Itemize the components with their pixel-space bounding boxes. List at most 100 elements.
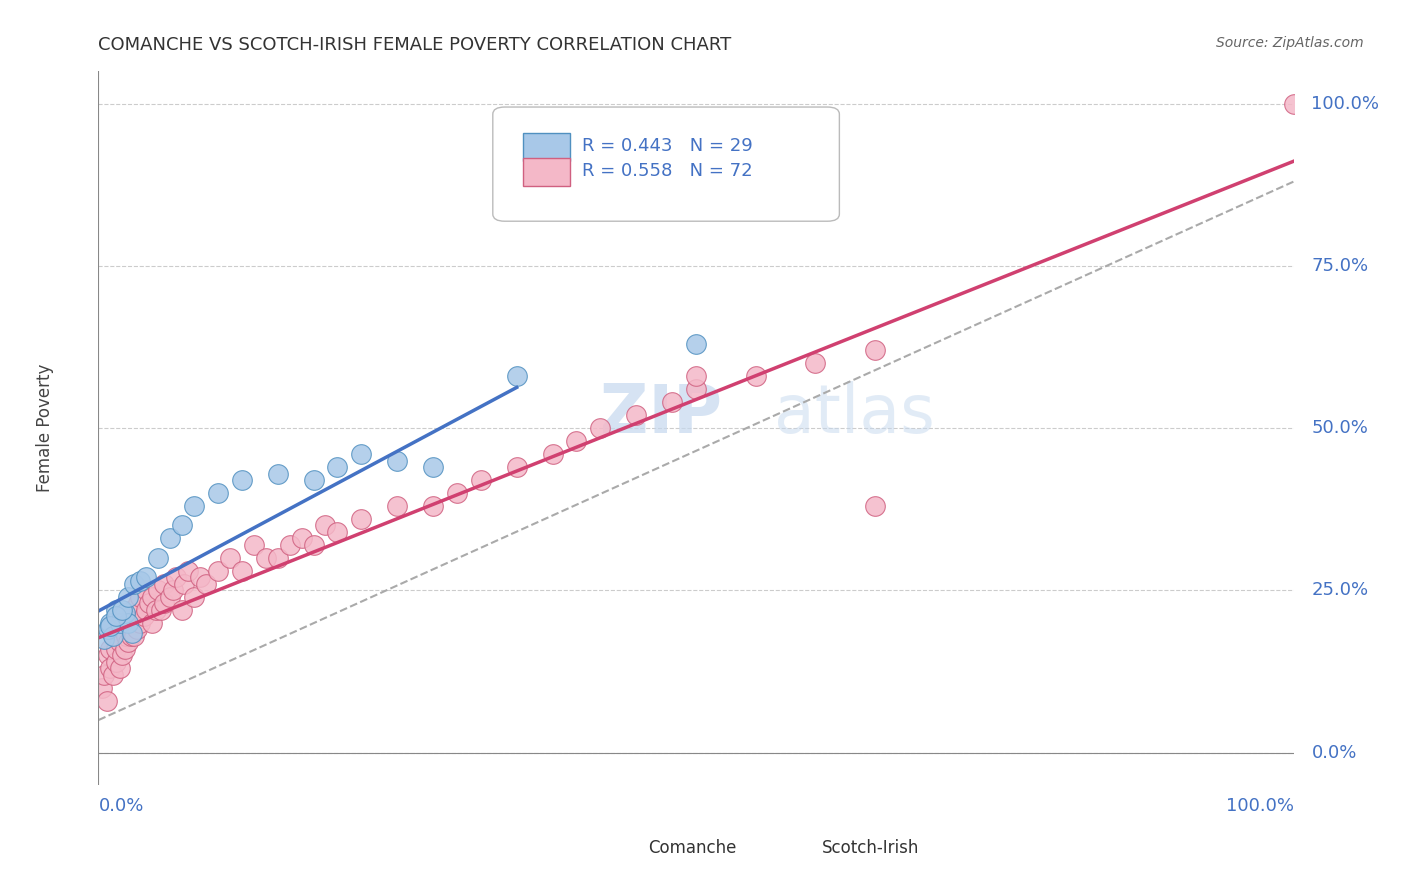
Point	[267, 550, 290, 565]
Point	[278, 538, 301, 552]
Point	[188, 570, 211, 584]
Point	[91, 681, 114, 695]
FancyBboxPatch shape	[523, 134, 571, 161]
Point	[231, 564, 253, 578]
Text: 0.0%: 0.0%	[1312, 744, 1357, 762]
Point	[132, 609, 155, 624]
Point	[254, 550, 277, 565]
Point	[138, 596, 160, 610]
Point	[141, 615, 163, 630]
Text: 100.0%: 100.0%	[1312, 95, 1379, 112]
Text: R = 0.443   N = 29: R = 0.443 N = 29	[582, 137, 754, 155]
Point	[195, 577, 218, 591]
Point	[162, 583, 184, 598]
Point	[115, 629, 138, 643]
Point	[159, 590, 181, 604]
Point	[207, 486, 229, 500]
Point	[121, 603, 143, 617]
Point	[111, 648, 134, 663]
Point	[135, 603, 157, 617]
Text: 25.0%: 25.0%	[1312, 582, 1368, 599]
Point	[183, 590, 205, 604]
Point	[101, 667, 124, 681]
Point	[121, 625, 143, 640]
Point	[385, 499, 409, 513]
Point	[117, 615, 139, 630]
Point	[105, 641, 128, 656]
Point	[111, 603, 134, 617]
Point	[114, 641, 136, 656]
Point	[267, 467, 290, 481]
Point	[685, 369, 707, 384]
Point	[745, 369, 768, 384]
Point	[124, 629, 146, 643]
Point	[231, 473, 253, 487]
Point	[148, 550, 170, 565]
Point	[291, 532, 314, 546]
Point	[661, 395, 683, 409]
Point	[98, 641, 122, 656]
Point	[626, 408, 648, 422]
Point	[506, 460, 529, 475]
Point	[97, 648, 120, 663]
Point	[315, 518, 337, 533]
Text: Female Poverty: Female Poverty	[35, 364, 53, 492]
Point	[1282, 96, 1305, 111]
Point	[172, 518, 194, 533]
FancyBboxPatch shape	[773, 838, 813, 858]
Text: 0.0%: 0.0%	[98, 797, 143, 814]
Point	[141, 590, 163, 604]
Point	[127, 596, 149, 610]
Point	[105, 655, 128, 669]
Point	[326, 524, 349, 539]
Point	[422, 460, 444, 475]
Point	[129, 574, 152, 588]
Text: ZIP: ZIP	[600, 381, 723, 447]
Point	[589, 421, 612, 435]
Point	[105, 609, 128, 624]
Point	[135, 583, 157, 598]
Point	[422, 499, 444, 513]
Point	[96, 693, 118, 707]
Point	[117, 615, 139, 630]
Point	[685, 336, 707, 351]
Point	[165, 570, 187, 584]
FancyBboxPatch shape	[600, 838, 640, 858]
Text: 100.0%: 100.0%	[1226, 797, 1294, 814]
Point	[865, 499, 887, 513]
Point	[470, 473, 492, 487]
Point	[446, 486, 468, 500]
FancyBboxPatch shape	[494, 107, 839, 221]
Point	[153, 577, 176, 591]
FancyBboxPatch shape	[523, 159, 571, 186]
Text: COMANCHE VS SCOTCH-IRISH FEMALE POVERTY CORRELATION CHART: COMANCHE VS SCOTCH-IRISH FEMALE POVERTY …	[98, 36, 731, 54]
Text: Scotch-Irish: Scotch-Irish	[821, 839, 920, 857]
Point	[93, 667, 115, 681]
Text: atlas: atlas	[773, 381, 935, 447]
Text: 75.0%: 75.0%	[1312, 257, 1368, 275]
Point	[565, 434, 588, 449]
Point	[159, 532, 181, 546]
Point	[108, 661, 131, 675]
Point	[125, 622, 148, 636]
Point	[183, 499, 205, 513]
Point	[105, 603, 128, 617]
Point	[103, 629, 125, 643]
Point	[129, 590, 152, 604]
Point	[111, 609, 134, 624]
Text: 50.0%: 50.0%	[1312, 419, 1368, 437]
Point	[326, 460, 349, 475]
Point	[302, 473, 325, 487]
Point	[129, 615, 152, 630]
Point	[177, 564, 200, 578]
Point	[685, 382, 707, 396]
Point	[145, 603, 167, 617]
Point	[385, 453, 409, 467]
Point	[101, 629, 124, 643]
Point	[302, 538, 325, 552]
Point	[124, 603, 146, 617]
Point	[98, 619, 122, 633]
Point	[350, 447, 373, 461]
Point	[804, 356, 827, 370]
Point	[172, 603, 194, 617]
